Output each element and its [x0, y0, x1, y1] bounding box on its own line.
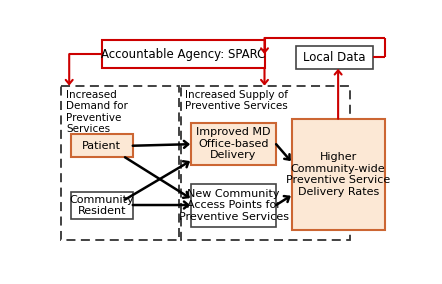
Text: Patient: Patient: [82, 141, 121, 151]
Bar: [71, 134, 133, 157]
Bar: [191, 184, 276, 227]
Bar: [292, 119, 385, 230]
Text: Increased
Demand for
Preventive
Services: Increased Demand for Preventive Services: [66, 89, 128, 134]
Text: New Community
Access Points for
Preventive Services: New Community Access Points for Preventi…: [179, 189, 289, 222]
Text: Improved MD
Office-based
Delivery: Improved MD Office-based Delivery: [196, 127, 271, 160]
Text: Local Data: Local Data: [303, 51, 366, 64]
Text: Higher
Community-wide
Preventive Service
Delivery Rates: Higher Community-wide Preventive Service…: [286, 152, 390, 197]
Text: Increased Supply of
Preventive Services: Increased Supply of Preventive Services: [186, 89, 289, 111]
Bar: [296, 46, 373, 69]
Text: Accountable Agency: SPARC: Accountable Agency: SPARC: [101, 48, 265, 60]
Bar: [102, 40, 264, 68]
Bar: [71, 192, 133, 219]
Bar: [181, 86, 350, 240]
Bar: [191, 123, 276, 165]
Bar: [61, 86, 179, 240]
Text: Community
Resident: Community Resident: [69, 195, 134, 216]
